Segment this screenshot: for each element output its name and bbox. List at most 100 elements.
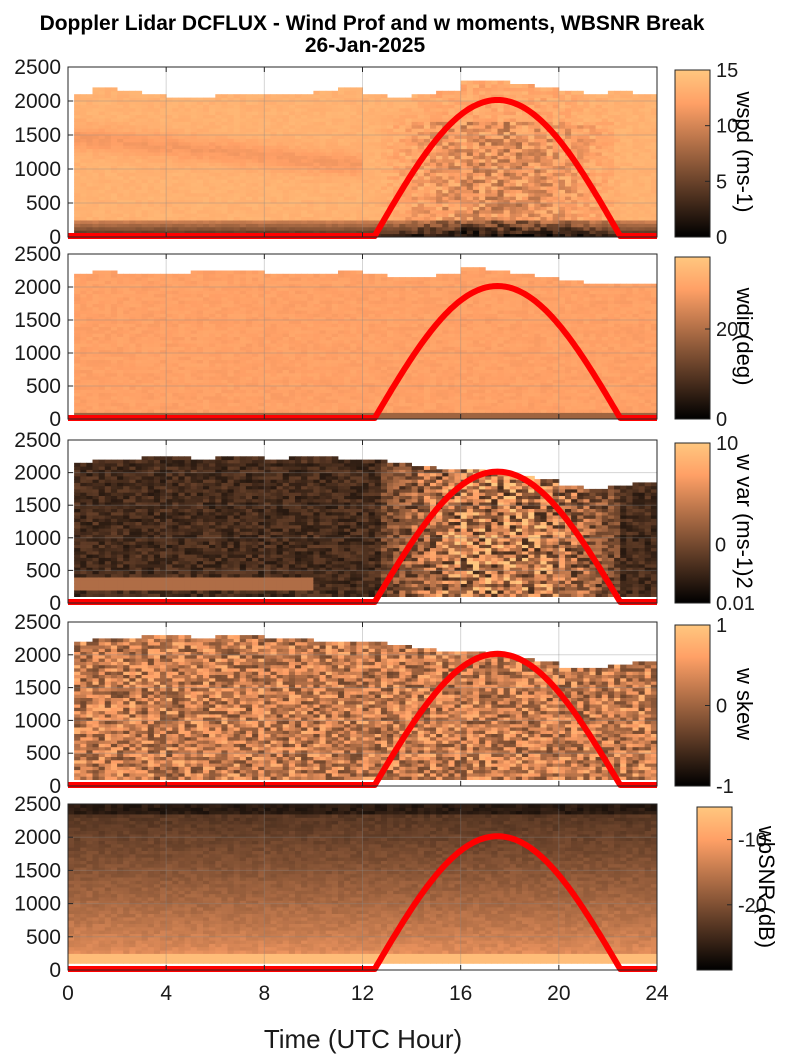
heatmap-cell bbox=[141, 135, 149, 139]
heatmap-cell bbox=[98, 135, 106, 139]
heatmap-cell bbox=[104, 283, 112, 288]
heatmap-cell bbox=[387, 186, 394, 190]
heatmap-cell bbox=[393, 148, 400, 153]
heatmap-cell bbox=[98, 87, 106, 92]
heatmap-cell bbox=[454, 172, 462, 177]
heatmap-cell bbox=[374, 111, 382, 116]
heatmap-cell bbox=[110, 206, 118, 211]
heatmap-cell bbox=[258, 186, 265, 190]
heatmap-cell bbox=[338, 104, 345, 109]
heatmap-cell bbox=[362, 199, 370, 204]
heatmap-cell bbox=[534, 155, 541, 160]
heatmap-cell bbox=[117, 107, 124, 112]
heatmap-cell bbox=[356, 114, 363, 119]
heatmap-cell bbox=[448, 216, 455, 221]
heatmap-cell bbox=[479, 169, 486, 173]
heatmap-cell bbox=[466, 179, 474, 184]
heatmap-cell bbox=[117, 389, 124, 394]
heatmap-cell bbox=[92, 111, 100, 116]
heatmap-cell bbox=[430, 162, 437, 167]
heatmap-cell bbox=[595, 111, 603, 116]
heatmap-cell bbox=[264, 155, 271, 160]
heatmap-cell bbox=[485, 131, 492, 136]
heatmap-cell bbox=[160, 192, 167, 197]
heatmap-cell bbox=[607, 94, 615, 99]
heatmap-cell bbox=[460, 128, 468, 133]
heatmap-cell bbox=[565, 158, 572, 163]
heatmap-cell bbox=[104, 313, 112, 318]
heatmap-cell bbox=[307, 121, 314, 126]
heatmap-cell bbox=[540, 223, 547, 228]
heatmap-cell bbox=[86, 169, 93, 173]
heatmap-cell bbox=[74, 362, 81, 367]
heatmap-cell bbox=[331, 199, 339, 204]
heatmap-cell bbox=[233, 162, 241, 167]
heatmap-cell bbox=[264, 94, 271, 99]
heatmap-cell bbox=[577, 233, 584, 238]
heatmap-cell bbox=[129, 196, 136, 201]
heatmap-cell bbox=[368, 179, 376, 184]
heatmap-cell bbox=[380, 141, 388, 146]
heatmap-cell bbox=[338, 152, 345, 156]
heatmap-cell bbox=[620, 97, 627, 102]
heatmap-cell bbox=[135, 409, 143, 413]
heatmap-cell bbox=[534, 206, 541, 211]
heatmap-cell bbox=[423, 192, 431, 197]
heatmap-cell bbox=[147, 333, 155, 337]
heatmap-cell bbox=[190, 101, 198, 105]
heatmap-cell bbox=[153, 145, 161, 150]
heatmap-cell bbox=[454, 131, 462, 136]
heatmap-cell bbox=[123, 226, 130, 231]
heatmap-cell bbox=[288, 220, 296, 224]
heatmap-cell bbox=[166, 169, 173, 173]
heatmap-cell bbox=[405, 152, 412, 156]
heatmap-cell bbox=[147, 213, 155, 218]
heatmap-cell bbox=[172, 128, 179, 133]
heatmap-cell bbox=[160, 409, 167, 413]
heatmap-cell bbox=[233, 118, 241, 122]
heatmap-cell bbox=[528, 172, 535, 177]
heatmap-cell bbox=[546, 94, 554, 99]
heatmap-cell bbox=[620, 216, 627, 221]
heatmap-cell bbox=[350, 216, 357, 221]
heatmap-cell bbox=[528, 165, 535, 170]
heatmap-cell bbox=[233, 145, 241, 150]
heatmap-cell bbox=[74, 329, 81, 334]
heatmap-cell bbox=[509, 84, 517, 88]
heatmap-cell bbox=[614, 138, 621, 143]
heatmap-cell bbox=[215, 118, 222, 122]
heatmap-cell bbox=[166, 155, 173, 160]
heatmap-cell bbox=[160, 141, 167, 146]
heatmap-cell bbox=[227, 128, 235, 133]
heatmap-cell bbox=[614, 124, 621, 129]
heatmap-cell bbox=[638, 118, 646, 122]
heatmap-cell bbox=[448, 230, 455, 235]
heatmap-cell bbox=[252, 114, 259, 119]
heatmap-cell bbox=[110, 343, 118, 347]
heatmap-cell bbox=[356, 107, 363, 112]
heatmap-cell bbox=[147, 165, 155, 170]
heatmap-cell bbox=[417, 226, 425, 231]
heatmap-cell bbox=[325, 107, 333, 112]
heatmap-cell bbox=[595, 158, 603, 163]
heatmap-cell bbox=[184, 372, 192, 377]
heatmap-cell bbox=[301, 128, 308, 133]
heatmap-cell bbox=[313, 172, 320, 177]
heatmap-cell bbox=[607, 155, 615, 160]
heatmap-cell bbox=[436, 223, 443, 228]
heatmap-cell bbox=[104, 172, 112, 177]
heatmap-cell bbox=[515, 182, 523, 187]
heatmap-cell bbox=[264, 226, 271, 231]
heatmap-cell bbox=[221, 124, 228, 129]
heatmap-cell bbox=[491, 230, 498, 235]
heatmap-cell bbox=[92, 333, 100, 337]
heatmap-cell bbox=[160, 300, 167, 304]
heatmap-cell bbox=[110, 336, 118, 341]
heatmap-cell bbox=[160, 366, 167, 370]
heatmap-cell bbox=[442, 199, 449, 204]
heatmap-cell bbox=[110, 353, 118, 357]
heatmap-cell bbox=[356, 97, 363, 102]
heatmap-cell bbox=[380, 148, 388, 153]
heatmap-cell bbox=[80, 382, 87, 387]
heatmap-cell bbox=[442, 152, 449, 156]
